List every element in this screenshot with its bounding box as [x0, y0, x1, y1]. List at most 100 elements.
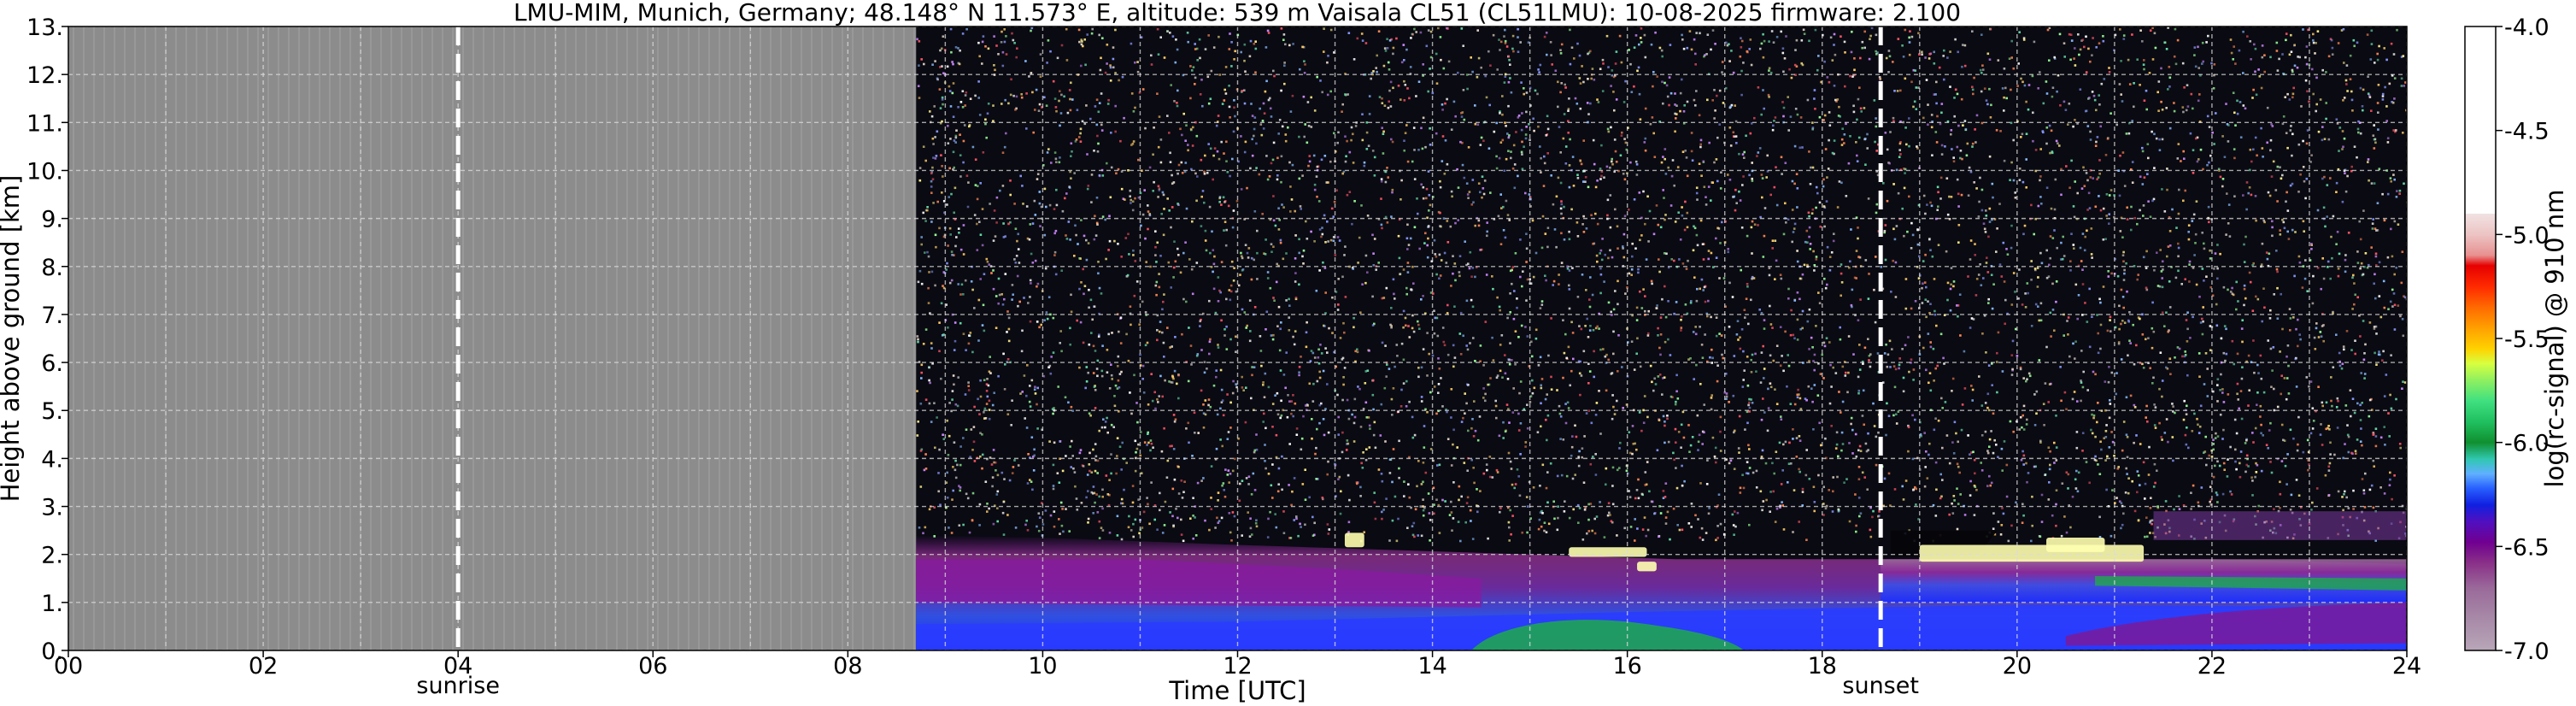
- noise-dot: [2205, 275, 2208, 278]
- noise-dot: [1305, 404, 1307, 407]
- noise-dot: [1429, 126, 1431, 130]
- noise-dot: [2050, 129, 2053, 132]
- noise-dot: [1891, 348, 1893, 350]
- noise-dot: [1526, 531, 1529, 534]
- noise-dot: [1337, 433, 1340, 436]
- noise-dot: [1782, 115, 1785, 118]
- noise-dot: [2086, 179, 2089, 182]
- noise-dot: [2304, 259, 2307, 262]
- noise-dot: [1388, 368, 1391, 370]
- noise-dot: [1741, 184, 1744, 186]
- noise-dot: [1101, 529, 1105, 532]
- noise-dot: [1714, 43, 1716, 45]
- noise-dot: [2302, 220, 2305, 223]
- noise-dot: [2252, 148, 2255, 151]
- noise-dot: [2352, 38, 2356, 42]
- noise-dot: [2133, 216, 2136, 220]
- noise-dot: [1636, 69, 1639, 73]
- noise-dot: [1162, 341, 1165, 344]
- noise-dot: [1903, 186, 1906, 190]
- noise-dot: [1001, 303, 1005, 306]
- noise-dot: [2247, 404, 2250, 407]
- noise-dot: [1645, 258, 1648, 261]
- noise-dot: [2089, 169, 2092, 172]
- noise-dot: [1194, 172, 1197, 175]
- noise-dot: [1125, 332, 1128, 336]
- noise-dot: [1265, 155, 1268, 157]
- noise-dot: [1380, 473, 1383, 475]
- noise-dot: [2325, 117, 2327, 121]
- noise-dot: [2063, 334, 2065, 337]
- noise-dot: [959, 248, 963, 251]
- noise-dot: [1129, 189, 1132, 192]
- noise-dot: [2293, 274, 2296, 278]
- noise-dot: [1074, 224, 1077, 227]
- noise-dot: [1802, 28, 1805, 32]
- noise-dot: [1918, 468, 1922, 471]
- noise-dot: [2151, 199, 2154, 203]
- noise-dot: [1027, 453, 1030, 456]
- noise-dot: [2247, 465, 2250, 468]
- noise-dot: [2269, 421, 2272, 425]
- noise-dot: [1275, 526, 1278, 529]
- noise-dot: [1011, 32, 1013, 35]
- noise-dot: [965, 174, 969, 177]
- noise-dot: [1232, 379, 1235, 383]
- noise-dot: [2039, 439, 2042, 443]
- noise-dot: [2233, 418, 2237, 421]
- noise-dot: [2022, 37, 2026, 39]
- noise-dot: [1031, 262, 1035, 264]
- noise-dot: [2198, 295, 2201, 298]
- noise-dot: [2374, 435, 2378, 438]
- noise-dot: [1288, 161, 1291, 164]
- noise-dot: [2151, 327, 2154, 330]
- noise-dot: [1997, 331, 2000, 334]
- noise-dot: [1139, 454, 1141, 457]
- noise-dot: [1969, 258, 1972, 261]
- noise-dot: [1268, 175, 1271, 178]
- noise-dot: [935, 245, 937, 249]
- noise-dot: [1408, 400, 1411, 403]
- noise-dot: [1195, 199, 1198, 203]
- noise-dot: [1253, 134, 1255, 138]
- noise-dot: [2060, 193, 2063, 197]
- noise-dot: [1988, 445, 1991, 448]
- noise-dot: [1706, 360, 1709, 363]
- noise-dot: [1132, 249, 1135, 252]
- noise-dot: [1534, 89, 1537, 92]
- noise-dot: [1540, 300, 1544, 303]
- noise-dot: [1302, 262, 1305, 265]
- noise-dot: [1170, 380, 1172, 384]
- noise-dot: [1877, 143, 1880, 146]
- noise-dot: [1817, 474, 1820, 477]
- noise-dot: [1430, 260, 1434, 262]
- noise-dot: [2180, 160, 2182, 162]
- noise-dot: [1371, 150, 1375, 152]
- noise-dot: [969, 332, 972, 334]
- noise-dot: [1607, 130, 1611, 133]
- noise-dot: [1480, 66, 1482, 69]
- noise-dot: [2213, 268, 2215, 270]
- noise-dot: [1828, 402, 1832, 405]
- noise-dot: [1930, 204, 1933, 208]
- noise-dot: [1986, 103, 1989, 106]
- noise-dot: [2166, 255, 2168, 258]
- noise-dot: [2320, 335, 2323, 338]
- noise-dot: [1048, 203, 1052, 207]
- noise-dot: [1225, 325, 1228, 328]
- noise-dot: [1742, 175, 1745, 178]
- noise-dot: [1746, 356, 1749, 358]
- noise-dot: [1172, 266, 1176, 269]
- noise-dot: [2012, 67, 2016, 70]
- noise-dot: [2088, 97, 2091, 99]
- noise-dot: [2216, 267, 2219, 270]
- noise-dot: [2168, 216, 2171, 219]
- noise-dot: [1855, 250, 1858, 252]
- noise-dot: [1694, 326, 1697, 328]
- noise-dot: [1630, 340, 1634, 343]
- noise-dot: [1521, 112, 1523, 115]
- noise-dot: [1210, 465, 1213, 468]
- noise-dot: [1676, 166, 1680, 168]
- noise-dot: [2198, 352, 2201, 355]
- noise-dot: [2279, 350, 2281, 353]
